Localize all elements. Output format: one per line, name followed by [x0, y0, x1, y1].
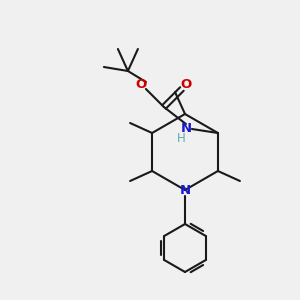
Text: O: O	[180, 77, 191, 91]
Text: H: H	[176, 131, 185, 145]
Text: O: O	[135, 79, 146, 92]
Text: N: N	[179, 184, 191, 196]
Text: N: N	[180, 122, 191, 136]
